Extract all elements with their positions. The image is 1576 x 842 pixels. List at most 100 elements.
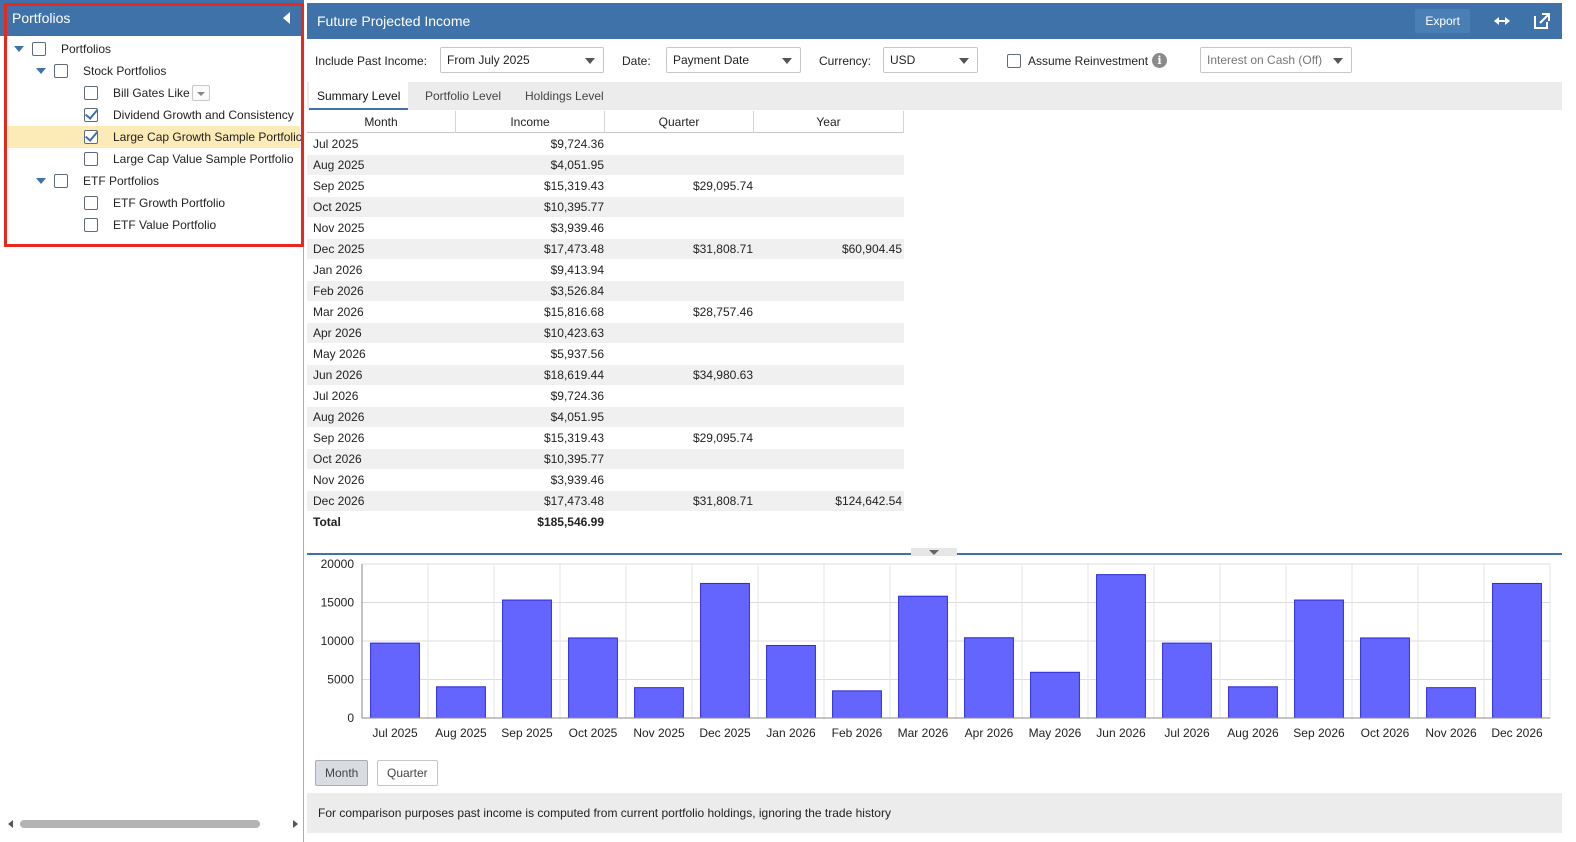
table-row[interactable]: Aug 2025 $4,051.95 (307, 155, 904, 176)
total-label: Total (313, 515, 341, 529)
tab-summary-level[interactable]: Summary Level (309, 82, 409, 110)
tree-row[interactable]: Portfolios (8, 38, 300, 60)
tree-checkbox[interactable] (84, 130, 98, 144)
tree-row[interactable]: Bill Gates Like (8, 82, 300, 104)
collapse-left-icon[interactable] (283, 12, 290, 24)
popout-icon[interactable] (1530, 9, 1554, 33)
tree-label[interactable]: ETF Value Portfolio (113, 218, 217, 232)
table-row[interactable]: Apr 2026 $10,423.63 (307, 323, 904, 344)
quarter-button[interactable]: Quarter (377, 760, 438, 786)
table-row[interactable]: Feb 2026 $3,526.84 (307, 281, 904, 302)
table-row[interactable]: Sep 2026 $15,319.43 $29,095.74 (307, 428, 904, 449)
column-header-month[interactable]: Month (307, 111, 456, 133)
scroll-left-icon[interactable] (8, 820, 13, 828)
tree-row[interactable]: Large Cap Growth Sample Portfolio (8, 126, 303, 148)
income-cell: $15,319.43 (543, 431, 604, 445)
reinvest-checkbox[interactable] (1007, 54, 1021, 68)
info-icon[interactable]: i (1152, 53, 1167, 68)
tree-row[interactable]: ETF Growth Portfolio (8, 192, 300, 214)
x-tick-label: Feb 2026 (832, 726, 883, 740)
tree-checkbox[interactable] (54, 64, 68, 78)
chevron-down-icon (959, 58, 969, 64)
table-row[interactable]: Oct 2026 $10,395.77 (307, 449, 904, 470)
x-tick-label: Nov 2025 (633, 726, 685, 740)
x-tick-label: Jan 2026 (766, 726, 816, 740)
tree-label[interactable]: Dividend Growth and Consistency (113, 108, 294, 122)
table-row[interactable]: Jan 2026 $9,413.94 (307, 260, 904, 281)
date-select[interactable]: Payment Date (666, 47, 801, 73)
tree-label[interactable]: ETF Portfolios (83, 174, 160, 188)
currency-select[interactable]: USD (883, 47, 978, 73)
expand-width-icon[interactable] (1490, 9, 1514, 33)
table-row[interactable]: Jul 2026 $9,724.36 (307, 386, 904, 407)
splitter-handle[interactable] (911, 548, 957, 556)
tree-row[interactable]: Stock Portfolios (8, 60, 300, 82)
chart-bar (502, 599, 552, 719)
chart-bar (568, 637, 618, 719)
table-row[interactable]: Dec 2026 $17,473.48 $31,808.71 $124,642.54 (307, 491, 904, 512)
x-tick-label: Aug 2026 (1227, 726, 1279, 740)
table-row[interactable]: Sep 2025 $15,319.43 $29,095.74 (307, 176, 904, 197)
tree-checkbox[interactable] (54, 174, 68, 188)
month-cell: Sep 2025 (313, 179, 365, 193)
scroll-right-icon[interactable] (293, 820, 298, 828)
table-row[interactable]: Jun 2026 $18,619.44 $34,980.63 (307, 365, 904, 386)
table-row[interactable]: Aug 2026 $4,051.95 (307, 407, 904, 428)
month-cell: Oct 2025 (313, 200, 362, 214)
tree-label[interactable]: Large Cap Value Sample Portfolio (113, 152, 294, 166)
portfolio-panel-header: Portfolios (0, 0, 304, 36)
month-button[interactable]: Month (315, 760, 369, 786)
x-tick-label: Jul 2026 (1164, 726, 1210, 740)
tree-row[interactable]: ETF Value Portfolio (8, 214, 300, 236)
tree-label[interactable]: Large Cap Growth Sample Portfolio (113, 130, 303, 144)
x-tick-label: Dec 2025 (699, 726, 751, 740)
tree-label[interactable]: Stock Portfolios (83, 64, 167, 78)
table-row[interactable]: Mar 2026 $15,816.68 $28,757.46 (307, 302, 904, 323)
table-row[interactable]: Oct 2025 $10,395.77 (307, 197, 904, 218)
month-cell: Feb 2026 (313, 284, 364, 298)
horizontal-scrollbar[interactable] (8, 818, 298, 830)
tree-label[interactable]: Bill Gates Like (113, 86, 190, 100)
chart-bar (1426, 687, 1476, 719)
column-header-income[interactable]: Income (456, 111, 605, 133)
chart-bar (370, 642, 420, 719)
column-header-year[interactable]: Year (754, 111, 904, 133)
tree-checkbox[interactable] (84, 218, 98, 232)
date-value: Payment Date (673, 53, 750, 67)
tree-row[interactable]: Large Cap Value Sample Portfolio (8, 148, 300, 170)
filter-bar: Include Past Income: From July 2025 Date… (307, 40, 1562, 82)
tree-checkbox[interactable] (84, 152, 98, 166)
column-header-quarter[interactable]: Quarter (605, 111, 754, 133)
scroll-thumb[interactable] (20, 820, 260, 828)
income-cell: $9,724.36 (550, 137, 604, 151)
table-row[interactable]: May 2026 $5,937.56 (307, 344, 904, 365)
tree-checkbox[interactable] (84, 86, 98, 100)
table-row[interactable]: Nov 2025 $3,939.46 (307, 218, 904, 239)
income-cell: $17,473.48 (543, 242, 604, 256)
tree-checkbox[interactable] (84, 108, 98, 122)
tree-label[interactable]: ETF Growth Portfolio (113, 196, 226, 210)
chart-bar (766, 645, 816, 719)
tree-label[interactable]: Portfolios (61, 42, 112, 56)
table-row[interactable]: Dec 2025 $17,473.48 $31,808.71 $60,904.45 (307, 239, 904, 260)
tree-checkbox[interactable] (84, 196, 98, 210)
export-button[interactable]: Export (1415, 9, 1470, 33)
expand-toggle-icon[interactable] (36, 178, 46, 184)
interest-cash-select[interactable]: Interest on Cash (Off) (1200, 47, 1352, 73)
past-income-select[interactable]: From July 2025 (440, 47, 604, 73)
expand-toggle-icon[interactable] (14, 46, 24, 52)
tree-row[interactable]: Dividend Growth and Consistency (8, 104, 300, 126)
table-row[interactable]: Jul 2025 $9,724.36 (307, 134, 904, 155)
table-row[interactable]: Nov 2026 $3,939.46 (307, 470, 904, 491)
tab-holdings-level[interactable]: Holdings Level (525, 89, 604, 103)
portfolio-panel-title: Portfolios (12, 10, 71, 26)
chart-bar (1360, 637, 1410, 719)
chart-bar (1030, 671, 1080, 719)
tree-checkbox[interactable] (32, 42, 46, 56)
tab-portfolio-level[interactable]: Portfolio Level (425, 89, 502, 103)
expand-toggle-icon[interactable] (36, 68, 46, 74)
tree-row[interactable]: ETF Portfolios (8, 170, 300, 192)
row-menu-dropdown[interactable] (192, 85, 210, 101)
income-cell: $10,423.63 (543, 326, 604, 340)
income-cell: $4,051.95 (550, 410, 604, 424)
